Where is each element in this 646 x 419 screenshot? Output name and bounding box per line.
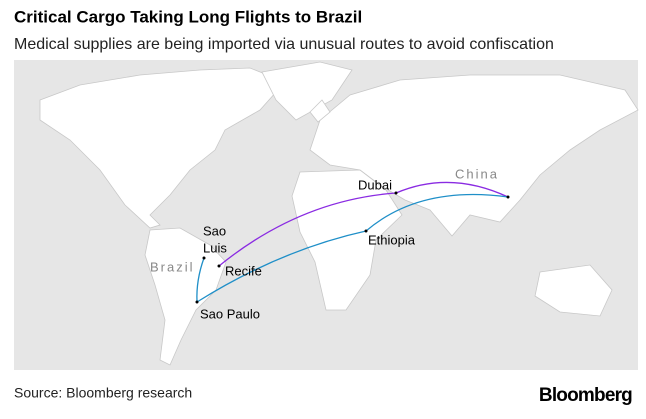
route-saoluis-saopaulo (196, 257, 205, 303)
country-label: Brazil (150, 259, 195, 274)
route-dubai-china (395, 181, 509, 198)
place-label: Luis (203, 240, 227, 255)
land (39, 61, 639, 366)
route-recife-dubai (218, 192, 397, 267)
place-label: Sao (203, 223, 226, 238)
place-label: Ethiopia (368, 232, 416, 247)
route-saopaulo-ethiopia (196, 230, 367, 303)
title: Critical Cargo Taking Long Flights to Br… (14, 7, 362, 26)
routes (196, 181, 509, 303)
place-label: Dubai (358, 177, 392, 192)
place-label: Recife (225, 263, 262, 278)
route-ethiopia-china (365, 193, 509, 232)
source: Source: Bloomberg research (14, 385, 192, 401)
logo: Bloomberg (539, 385, 632, 406)
dots (195, 191, 510, 304)
country-label: China (455, 166, 499, 181)
place-label: Sao Paulo (200, 306, 260, 321)
subtitle: Medical supplies are being imported via … (14, 36, 554, 53)
